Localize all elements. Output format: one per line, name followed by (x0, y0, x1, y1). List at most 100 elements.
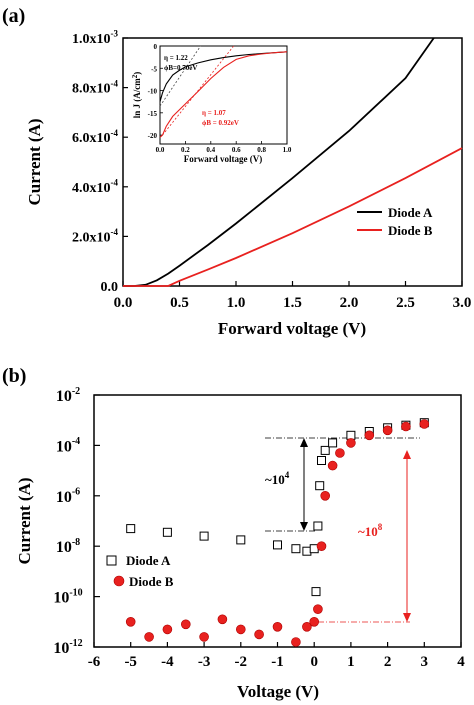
x-tick-label: 1.5 (283, 295, 302, 311)
diode-a-point (291, 544, 301, 554)
diode-b-point (125, 616, 136, 627)
diode-a-point (346, 430, 356, 440)
x-tick-label: -6 (88, 654, 101, 670)
legend-diode-a-label: Diode A (126, 553, 171, 568)
panel-b-label: (b) (2, 365, 26, 387)
diode-a-point (302, 546, 312, 556)
panel-a-y-axis-label: Current (A) (25, 118, 44, 205)
panel-b-x-ticks: -6 -5 -4 -3 -2 -1 0 1 2 3 4 (88, 642, 465, 670)
y-tick-label: 10-8 (56, 537, 80, 556)
diode-b-point (302, 621, 312, 632)
diode-b-point (320, 490, 331, 501)
inset-y-tick-label: -10 (148, 88, 158, 96)
inset-annotation-eta-a: η = 1.22 (164, 54, 188, 62)
x-tick-label: 3 (421, 654, 429, 670)
legend-diode-a-label: Diode A (388, 205, 433, 220)
panel-b-data-points (125, 418, 430, 647)
panel-a-x-axis-label: Forward voltage (V) (218, 319, 366, 338)
series-diode-b-line (123, 147, 463, 287)
diode-b-point (291, 637, 301, 647)
inset-curves (159, 45, 288, 138)
diode-a-point (126, 524, 136, 534)
panel-b-plot-frame (93, 394, 462, 648)
x-tick-label: -3 (198, 654, 211, 670)
inset-x-tick-label: 0.6 (232, 146, 241, 154)
y-tick-label: 10-12 (53, 638, 82, 657)
x-tick-label: 2.0 (340, 295, 359, 311)
inset-x-tick-label: 1.0 (283, 146, 292, 154)
diode-b-point (272, 621, 283, 632)
diode-b-point (144, 632, 154, 642)
diode-a-point (273, 540, 282, 550)
diode-b-point (313, 604, 323, 615)
arrowhead-diode-a-up (300, 438, 308, 447)
diode-a-point (162, 527, 172, 537)
inset-x-axis-label: Forward voltage (V) (184, 154, 262, 164)
panel-a-x-ticks: 0.0 0.5 1.0 1.5 2.0 2.5 3.0 (114, 281, 471, 311)
series-diode-a-line (123, 37, 435, 287)
inset-annotation-phi-a: ϕB=0.70eV (164, 64, 197, 72)
panel-b: (b) -6 -5 -4 -3 -2 -1 0 1 2 3 4 10-12 10-10 10-8 10-6… (2, 365, 465, 701)
diode-b-point (419, 419, 430, 429)
diode-b-point (327, 460, 338, 471)
diode-b-point (335, 448, 345, 458)
diode-a-point (311, 587, 321, 597)
x-tick-label: -5 (124, 654, 137, 670)
inset-y-tick-label: 0 (154, 43, 158, 51)
diode-a-point (315, 481, 325, 491)
panel-a-y-ticks: 0.0 2.0x10-4 4.0x10-4 6.0x10-4 8.0x10-4 1.0x1… (72, 29, 128, 295)
panel-b-y-axis-label: Current (A) (15, 477, 34, 564)
arrowhead-diode-b-up (403, 450, 411, 459)
inset-fit-line (159, 45, 201, 107)
inset-x-tick-label: 0.4 (206, 146, 215, 154)
diode-b-point (346, 438, 356, 448)
panel-a-label: (a) (2, 5, 25, 27)
inset-x-tick-label: 0.0 (156, 146, 165, 154)
diode-a-point (313, 521, 323, 531)
inset-annotation-eta-b: η = 1.07 (202, 109, 226, 117)
diode-b-point (382, 425, 393, 436)
x-tick-label: 2 (384, 654, 392, 670)
diode-b-point (162, 624, 173, 635)
y-tick-label: 1.0x10-3 (72, 29, 118, 47)
panel-a-legend: Diode A Diode B (357, 205, 433, 238)
x-tick-label: 1 (347, 654, 355, 670)
diode-a-point (236, 535, 246, 545)
inset-annotation-phi-b: ϕB = 0.92eV (202, 119, 239, 127)
panel-b-y-ticks: 10-12 10-10 10-8 10-6 10-4 10-2 (53, 386, 100, 657)
x-tick-label: 4 (457, 654, 465, 670)
panel-b-legend: Diode A Diode B (106, 553, 174, 589)
x-tick-label: 0.5 (170, 295, 189, 311)
legend-diode-b-marker (113, 575, 125, 587)
inset-curve (159, 51, 288, 138)
y-tick-label: 8.0x10-4 (72, 78, 118, 96)
inset-x-ticks: 0.0 0.2 0.4 0.6 0.8 1.0 (156, 141, 292, 154)
diode-a-point (320, 445, 330, 455)
y-tick-label: 2.0x10-4 (72, 227, 118, 245)
y-tick-label: 10-2 (56, 386, 80, 405)
arrowhead-diode-b-down (403, 613, 411, 622)
panel-b-x-axis-label: Voltage (V) (237, 682, 319, 701)
inset-y-ticks: 0 -5 -10 -15 -20 (148, 43, 163, 140)
arrowhead-diode-a-down (300, 522, 308, 531)
panel-a-inset: 0.0 0.2 0.4 0.6 0.8 1.0 0 -5 -10 -15 -20 Forward … (131, 43, 292, 164)
x-tick-label: 0.0 (114, 295, 133, 311)
annotation-ratio-b: ~108 (358, 522, 383, 539)
y-tick-label: 10-4 (56, 436, 80, 455)
annotation-ratio-a: ~104 (265, 470, 290, 487)
x-tick-label: -4 (161, 654, 174, 670)
inset-x-tick-label: 0.2 (181, 146, 190, 154)
diode-b-point (236, 624, 246, 635)
x-tick-label: -1 (271, 654, 284, 670)
inset-y-tick-label: -15 (148, 110, 158, 118)
panel-a-curves (123, 37, 463, 287)
x-tick-label: 0 (310, 654, 318, 670)
diode-b-point (181, 619, 191, 630)
diode-a-point (317, 456, 326, 465)
diode-b-point (309, 616, 320, 627)
legend-diode-b-label: Diode B (129, 574, 174, 589)
diode-b-point (254, 629, 264, 640)
y-tick-label: 10-10 (53, 587, 82, 606)
diode-a-point (199, 531, 209, 541)
diode-a-point (328, 438, 338, 448)
